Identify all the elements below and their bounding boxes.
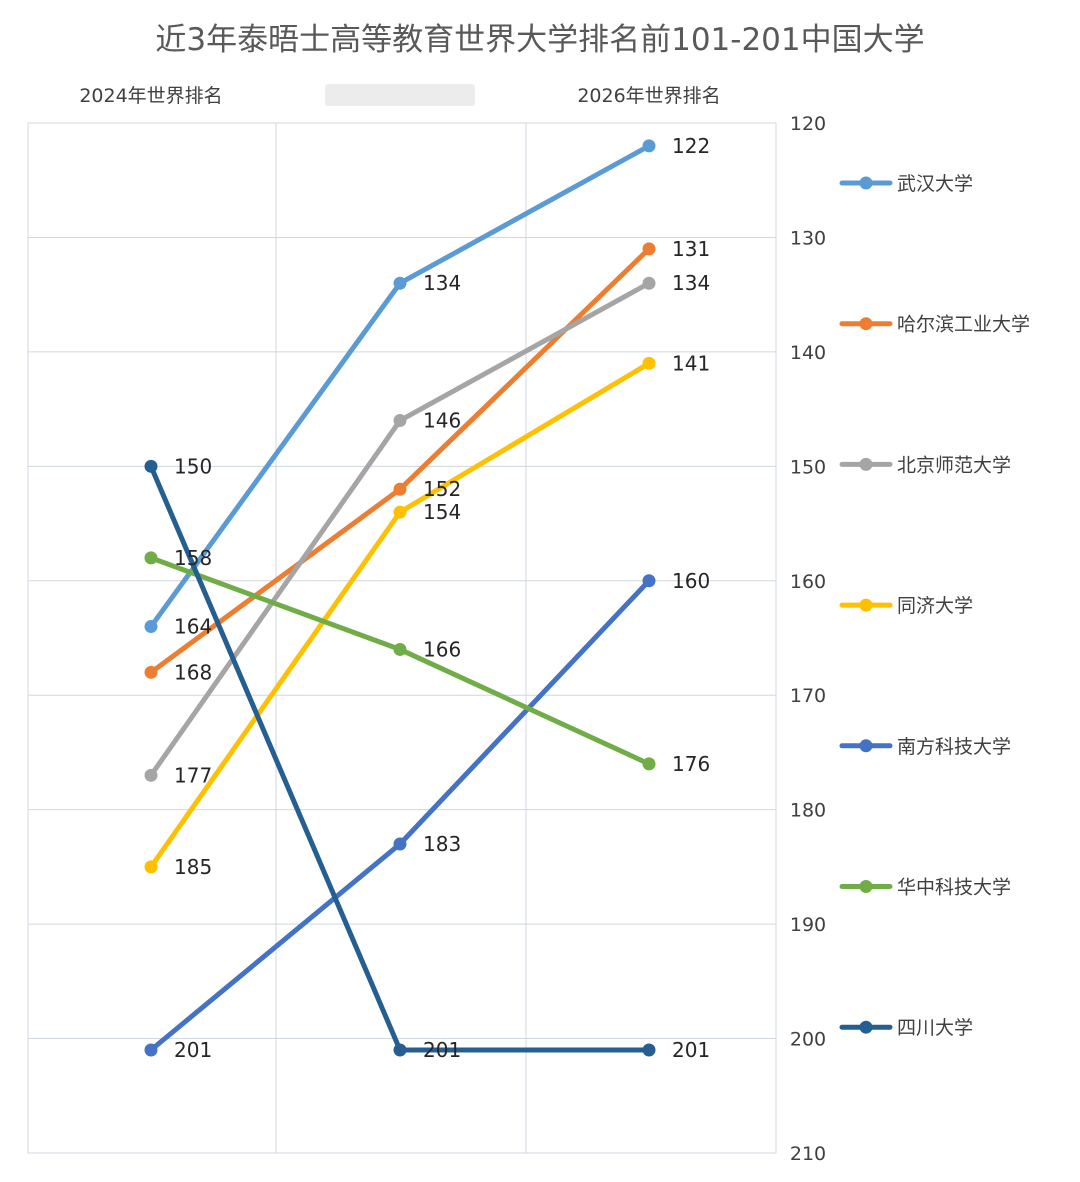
data-labels: 164 134 122 168 152 131 177 146 134 185 154 141 201 1… bbox=[174, 134, 710, 1062]
legend-entry-label: 同济大学 bbox=[897, 595, 973, 617]
legend-entry-label: 南方科技大学 bbox=[897, 736, 1011, 758]
series-line bbox=[148, 246, 652, 675]
data-label: 134 bbox=[672, 271, 710, 295]
data-label: 131 bbox=[672, 237, 710, 261]
data-label: 166 bbox=[423, 637, 461, 661]
data-label: 158 bbox=[174, 546, 212, 570]
data-label: 201 bbox=[423, 1038, 461, 1062]
y-tick-label: 200 bbox=[790, 1029, 826, 1051]
data-point bbox=[144, 620, 158, 634]
data-label: 185 bbox=[174, 855, 212, 879]
data-label: 146 bbox=[423, 409, 461, 433]
data-label: 134 bbox=[423, 271, 461, 295]
legend-entry-label: 哈尔滨工业大学 bbox=[897, 314, 1030, 336]
legend-entry-label: 华中科技大学 bbox=[897, 877, 1011, 899]
series-line bbox=[148, 280, 652, 778]
legend-swatch-marker bbox=[859, 317, 873, 331]
legend-swatch-marker bbox=[859, 880, 873, 893]
legend-swatch-marker bbox=[859, 1020, 873, 1034]
data-point bbox=[393, 414, 407, 428]
data-point bbox=[144, 1043, 158, 1057]
data-label: 176 bbox=[672, 752, 710, 776]
data-point bbox=[393, 505, 407, 519]
legend-swatch-marker bbox=[859, 739, 873, 753]
legend-swatch-marker bbox=[859, 457, 873, 471]
x-category-label: 2026年世界排名 bbox=[577, 85, 720, 107]
data-point bbox=[393, 837, 407, 851]
data-point bbox=[144, 860, 158, 874]
series-line bbox=[148, 143, 652, 630]
x-category-label: 2024年世界排名 bbox=[79, 85, 222, 107]
chart-title: 近3年泰晤士高等教育世界大学排名前101-201中国大学 bbox=[155, 22, 924, 58]
y-tick-label: 210 bbox=[790, 1143, 826, 1165]
data-label: 150 bbox=[174, 454, 212, 478]
data-label: 141 bbox=[672, 351, 710, 375]
data-point bbox=[393, 642, 407, 656]
column-labels: 2024年世界排名 2026年世界排名 bbox=[79, 84, 721, 107]
data-label: 160 bbox=[672, 569, 710, 593]
data-label: 177 bbox=[174, 763, 212, 787]
legend-entry-label: 四川大学 bbox=[897, 1017, 973, 1039]
data-point bbox=[642, 242, 656, 256]
data-label: 154 bbox=[423, 500, 461, 524]
y-axis-ticks: 120 130 140 150 160 170 180 190 200 210 bbox=[790, 113, 826, 1165]
blurred-x-category-label bbox=[325, 84, 475, 106]
legend-swatch-marker bbox=[859, 598, 873, 612]
y-tick-label: 120 bbox=[790, 113, 826, 135]
y-tick-label: 150 bbox=[790, 456, 826, 478]
data-label: 168 bbox=[174, 660, 212, 684]
data-point bbox=[144, 459, 158, 473]
data-point bbox=[642, 356, 656, 370]
data-point bbox=[642, 757, 656, 771]
legend-entry-label: 北京师范大学 bbox=[897, 454, 1011, 476]
y-tick-label: 180 bbox=[790, 800, 826, 822]
data-point bbox=[144, 665, 158, 679]
data-point bbox=[642, 1043, 656, 1057]
data-point bbox=[393, 276, 407, 290]
y-tick-label: 170 bbox=[790, 685, 826, 707]
y-tick-label: 190 bbox=[790, 914, 826, 936]
y-tick-label: 140 bbox=[790, 342, 826, 364]
y-tick-label: 160 bbox=[790, 571, 826, 593]
data-label: 201 bbox=[672, 1038, 710, 1062]
data-point bbox=[393, 1043, 407, 1057]
data-point bbox=[144, 768, 158, 782]
legend-swatch-marker bbox=[859, 176, 873, 190]
data-point bbox=[642, 139, 656, 153]
data-label: 201 bbox=[174, 1038, 212, 1062]
data-point bbox=[642, 574, 656, 588]
data-point bbox=[144, 551, 158, 565]
data-label: 122 bbox=[672, 134, 710, 158]
data-point bbox=[393, 482, 407, 496]
data-label: 183 bbox=[423, 832, 461, 856]
legend-entry-label: 武汉大学 bbox=[897, 173, 973, 195]
data-label: 164 bbox=[174, 615, 212, 639]
data-point bbox=[642, 276, 656, 290]
series-points bbox=[144, 139, 656, 1057]
y-tick-label: 130 bbox=[790, 227, 826, 249]
data-label: 152 bbox=[423, 477, 461, 501]
